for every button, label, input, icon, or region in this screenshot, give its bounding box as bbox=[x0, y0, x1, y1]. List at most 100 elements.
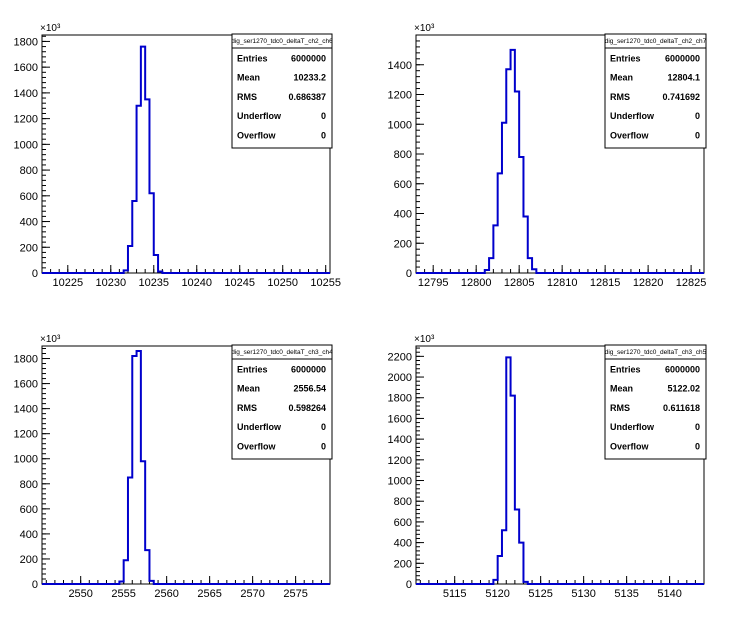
x-tick-label: 12810 bbox=[547, 277, 578, 289]
y-tick-label: 1400 bbox=[14, 88, 38, 100]
y-tick-label: 1000 bbox=[388, 476, 412, 488]
stats-value-underflow: 0 bbox=[321, 111, 326, 121]
x-tick-label: 12805 bbox=[504, 277, 535, 289]
histogram-bin bbox=[532, 269, 536, 273]
y-tick-label: 1600 bbox=[14, 379, 38, 391]
histogram-line bbox=[42, 45, 330, 274]
x-tick-label: 5125 bbox=[528, 588, 552, 600]
histogram-bin bbox=[523, 216, 527, 273]
y-tick-label: 0 bbox=[32, 268, 38, 280]
stats-box-frame bbox=[231, 344, 333, 460]
histogram-pad-4: ×10³ 0 200 400 600 800 1000 1200 1400 1600 1800 200… bbox=[388, 334, 707, 600]
stats-value-overflow: 0 bbox=[695, 130, 700, 140]
stats-label-mean: Mean bbox=[610, 384, 633, 394]
stats-value-mean: 12804.1 bbox=[667, 73, 700, 83]
x-tick-label: 5140 bbox=[657, 588, 681, 600]
stats-label-underflow: Underflow bbox=[610, 111, 655, 121]
histogram-bin bbox=[502, 123, 506, 273]
stats-value-entries: 6000000 bbox=[665, 54, 700, 64]
x-tick-label: 5115 bbox=[443, 588, 467, 600]
stats-label-mean: Mean bbox=[610, 73, 633, 83]
x-tick-label: 12815 bbox=[590, 277, 621, 289]
y-tick-label: 0 bbox=[406, 268, 412, 280]
histogram-bin bbox=[124, 270, 128, 273]
histogram-bin bbox=[519, 157, 523, 273]
y-exponent-label: ×10³ bbox=[40, 334, 61, 345]
stats-label-overflow: Overflow bbox=[237, 130, 277, 140]
y-tick-label: 0 bbox=[406, 579, 412, 591]
x-tick-label: 2560 bbox=[154, 588, 178, 600]
y-tick-label: 200 bbox=[20, 554, 38, 566]
y-tick-label: 1200 bbox=[388, 90, 412, 102]
y-tick-label: 0 bbox=[32, 579, 38, 591]
stats-value-rms: 0.741692 bbox=[662, 92, 700, 102]
x-tick-label: 2550 bbox=[68, 588, 92, 600]
x-tick-label: 10250 bbox=[267, 277, 298, 289]
stats-label-overflow: Overflow bbox=[237, 441, 277, 451]
histogram-title: dig_ser1270_tdc0_deltaT_ch2_ch7 bbox=[605, 38, 707, 45]
stats-value-entries: 6000000 bbox=[291, 54, 326, 64]
stats-label-underflow: Underflow bbox=[237, 422, 282, 432]
stats-label-overflow: Overflow bbox=[610, 130, 650, 140]
histogram-line bbox=[416, 356, 704, 585]
y-tick-label: 1800 bbox=[14, 354, 38, 366]
histogram-title: dig_ser1270_tdc0_deltaT_ch3_ch4 bbox=[231, 349, 333, 356]
stats-label-underflow: Underflow bbox=[237, 111, 282, 121]
y-tick-label: 800 bbox=[20, 165, 38, 177]
x-tick-label: 2555 bbox=[111, 588, 135, 600]
y-tick-label: 1200 bbox=[388, 455, 412, 467]
stats-box-frame bbox=[604, 33, 707, 149]
stats-value-mean: 5122.02 bbox=[667, 384, 700, 394]
y-tick-label: 1200 bbox=[14, 429, 38, 441]
stats-label-entries: Entries bbox=[610, 54, 641, 64]
histogram-bin bbox=[154, 255, 158, 273]
stats-label-entries: Entries bbox=[237, 365, 268, 375]
stats-value-mean: 2556.54 bbox=[293, 384, 326, 394]
y-tick-label: 1600 bbox=[14, 62, 38, 74]
y-tick-label: 600 bbox=[394, 517, 412, 529]
histogram-bin bbox=[498, 173, 502, 273]
y-tick-label: 400 bbox=[20, 529, 38, 541]
stats-box-frame bbox=[231, 33, 333, 149]
histogram-bin bbox=[498, 556, 502, 584]
y-tick-label: 1800 bbox=[388, 393, 412, 405]
x-tick-label: 2565 bbox=[197, 588, 221, 600]
y-tick-label: 600 bbox=[20, 504, 38, 516]
x-tick-label: 10235 bbox=[138, 277, 169, 289]
stats-label-rms: RMS bbox=[610, 92, 630, 102]
y-tick-label: 1400 bbox=[388, 434, 412, 446]
stats-value-rms: 0.611618 bbox=[663, 403, 700, 413]
histogram-bin bbox=[132, 356, 136, 584]
histogram-bin bbox=[528, 258, 532, 273]
x-tick-label: 5120 bbox=[485, 588, 509, 600]
y-tick-label: 1000 bbox=[14, 139, 38, 151]
x-tick-label: 5135 bbox=[614, 588, 638, 600]
stats-box: dig_ser1270_tdc0_deltaT_ch3_ch5 Entries 60… bbox=[604, 344, 707, 460]
y-tick-label: 1800 bbox=[14, 36, 38, 48]
stats-label-entries: Entries bbox=[610, 365, 641, 375]
histogram-bin bbox=[128, 246, 132, 273]
x-tick-label: 12820 bbox=[633, 277, 664, 289]
y-exponent-label: ×10³ bbox=[414, 334, 435, 345]
histogram-title: dig_ser1270_tdc0_deltaT_ch2_ch6 bbox=[231, 38, 333, 45]
y-tick-label: 1200 bbox=[14, 114, 38, 126]
stats-value-rms: 0.598264 bbox=[288, 403, 326, 413]
stats-label-rms: RMS bbox=[237, 403, 257, 413]
stats-label-overflow: Overflow bbox=[610, 441, 650, 451]
stats-value-entries: 6000000 bbox=[665, 365, 700, 375]
histogram-bin bbox=[515, 92, 519, 273]
stats-label-rms: RMS bbox=[610, 403, 630, 413]
stats-box: dig_ser1270_tdc0_deltaT_ch2_ch7 Entries 60… bbox=[604, 33, 707, 149]
stats-value-rms: 0.686387 bbox=[288, 92, 326, 102]
histogram-bin bbox=[145, 99, 149, 273]
stats-value-overflow: 0 bbox=[321, 441, 326, 451]
stats-box-frame bbox=[604, 344, 707, 460]
histogram-bin bbox=[493, 225, 497, 273]
histogram-bin bbox=[132, 201, 136, 273]
histogram-line bbox=[416, 48, 704, 274]
x-tick-label: 12825 bbox=[676, 277, 707, 289]
stats-value-entries: 6000000 bbox=[291, 365, 326, 375]
histogram-bin bbox=[489, 258, 493, 273]
histogram-bin bbox=[128, 478, 132, 584]
